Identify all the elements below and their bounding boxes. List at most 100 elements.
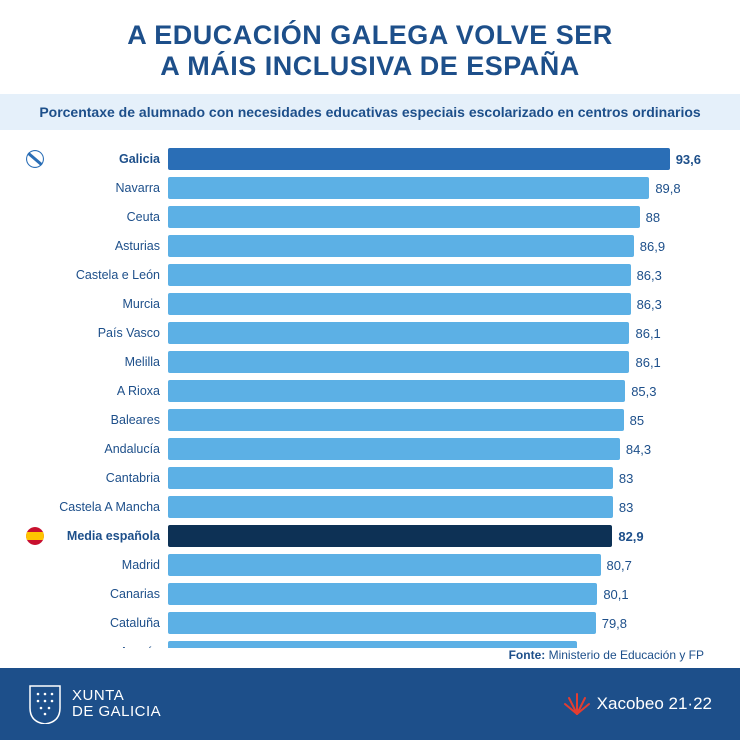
bar — [168, 496, 613, 518]
row-label: Cataluña — [44, 616, 168, 630]
bar-zone: 85,3 — [168, 380, 704, 402]
bar-value: 86,3 — [631, 268, 662, 283]
chart-row: Baleares 85 — [20, 407, 704, 433]
bar-chart: Galicia 93,6 Navarra89,8 Ceuta 88 Asturias 86,… — [0, 130, 740, 648]
source-text: Ministerio de Educación y FP — [549, 648, 704, 662]
bar — [168, 583, 597, 605]
header: A EDUCACIÓN GALEGA VOLVE SER A MÁIS INCL… — [0, 0, 740, 94]
row-label: Madrid — [44, 558, 168, 572]
bar — [168, 322, 629, 344]
chart-row: Ceuta 88 — [20, 204, 704, 230]
xunta-logo-block: XUNTA DE GALICIA — [28, 684, 161, 724]
source-prefix: Fonte: — [509, 648, 546, 662]
bar-zone: 86,1 — [168, 351, 704, 373]
chart-row: Castela e León 86,3 — [20, 262, 704, 288]
bar-value: 83 — [613, 471, 633, 486]
row-label: Andalucía — [44, 442, 168, 456]
bar-value: 80,1 — [597, 587, 628, 602]
footer: XUNTA DE GALICIA Xacobeo 21·22 — [0, 668, 740, 740]
bar — [168, 148, 670, 170]
chart-row: Aragón76,3 — [20, 639, 704, 648]
bar-value: 85 — [624, 413, 644, 428]
title-line2: A MÁIS INCLUSIVA DE ESPAÑA — [160, 51, 580, 81]
bar-value: 86,9 — [634, 239, 665, 254]
chart-row: Castela A Mancha83 — [20, 494, 704, 520]
bar-value: 88 — [640, 210, 660, 225]
chart-row: Andalucía 84,3 — [20, 436, 704, 462]
bar-value: 93,6 — [670, 152, 701, 167]
xunta-line2: DE GALICIA — [72, 704, 161, 720]
bar — [168, 177, 649, 199]
shell-icon — [563, 690, 591, 718]
bar-zone: 86,1 — [168, 322, 704, 344]
chart-row: Media española82,9 — [20, 523, 704, 549]
bar — [168, 351, 629, 373]
bar-zone: 76,3 — [168, 641, 704, 648]
chart-row: País Vasco 86,1 — [20, 320, 704, 346]
bar-value: 79,8 — [596, 616, 627, 631]
subtitle-bar: Porcentaxe de alumnado con necesidades e… — [0, 94, 740, 130]
row-label: País Vasco — [44, 326, 168, 340]
bar-value: 84,3 — [620, 442, 651, 457]
chart-row: Cantabria 83 — [20, 465, 704, 491]
source-line: Fonte: Ministerio de Educación y FP — [0, 648, 740, 668]
xacobeo-text: Xacobeo 21·22 — [597, 694, 712, 714]
xunta-shield-icon — [28, 684, 62, 724]
bar — [168, 525, 612, 547]
galicia-flag-icon — [26, 150, 44, 168]
bar-zone: 80,7 — [168, 554, 704, 576]
row-label: A Rioxa — [44, 384, 168, 398]
xunta-line1: XUNTA — [72, 688, 161, 704]
row-label: Asturias — [44, 239, 168, 253]
bar-value: 85,3 — [625, 384, 656, 399]
bar — [168, 264, 631, 286]
row-label: Navarra — [44, 181, 168, 195]
bar-zone: 85 — [168, 409, 704, 431]
bar-zone: 93,6 — [168, 148, 704, 170]
bar-zone: 80,1 — [168, 583, 704, 605]
row-label: Melilla — [44, 355, 168, 369]
chart-row: Murcia 86,3 — [20, 291, 704, 317]
bar-zone: 82,9 — [168, 525, 704, 547]
row-label: Galicia — [44, 152, 168, 166]
row-label: Castela e León — [44, 268, 168, 282]
bar-value: 80,7 — [601, 558, 632, 573]
bar-zone: 88 — [168, 206, 704, 228]
xunta-text: XUNTA DE GALICIA — [72, 688, 161, 720]
row-label: Cantabria — [44, 471, 168, 485]
bar — [168, 293, 631, 315]
chart-row: Madrid 80,7 — [20, 552, 704, 578]
infographic-frame: A EDUCACIÓN GALEGA VOLVE SER A MÁIS INCL… — [0, 0, 740, 740]
bar — [168, 554, 601, 576]
row-label: Baleares — [44, 413, 168, 427]
chart-row: Canarias 80,1 — [20, 581, 704, 607]
bar-zone: 83 — [168, 467, 704, 489]
bar-value: 86,3 — [631, 297, 662, 312]
row-label: Murcia — [44, 297, 168, 311]
row-icon — [20, 527, 44, 545]
xacobeo-block: Xacobeo 21·22 — [563, 690, 712, 718]
title: A EDUCACIÓN GALEGA VOLVE SER A MÁIS INCL… — [24, 20, 716, 82]
chart-row: Melilla 86,1 — [20, 349, 704, 375]
bar — [168, 235, 634, 257]
bar-zone: 86,9 — [168, 235, 704, 257]
row-label: Canarias — [44, 587, 168, 601]
bar-value: 86,1 — [629, 326, 660, 341]
chart-row: Galicia 93,6 — [20, 146, 704, 172]
chart-row: Cataluña 79,8 — [20, 610, 704, 636]
bar — [168, 612, 596, 634]
bar-value: 86,1 — [629, 355, 660, 370]
chart-row: A Rioxa 85,3 — [20, 378, 704, 404]
row-label: Media española — [44, 529, 168, 543]
chart-row: Navarra89,8 — [20, 175, 704, 201]
bar-value: 83 — [613, 500, 633, 515]
bar-zone: 86,3 — [168, 264, 704, 286]
bar — [168, 467, 613, 489]
bar — [168, 641, 577, 648]
bar — [168, 206, 640, 228]
row-label: Ceuta — [44, 210, 168, 224]
bar-zone: 84,3 — [168, 438, 704, 460]
title-line1: A EDUCACIÓN GALEGA VOLVE SER — [127, 20, 613, 50]
bar — [168, 438, 620, 460]
bar-zone: 83 — [168, 496, 704, 518]
